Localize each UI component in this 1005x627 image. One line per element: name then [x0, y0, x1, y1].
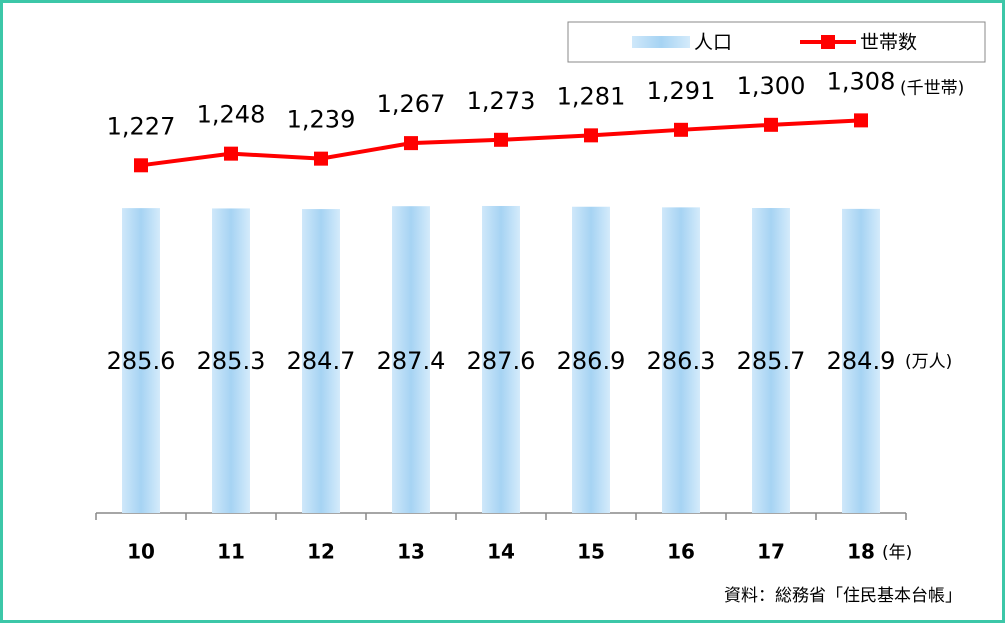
bar-value-label: 286.9 [557, 347, 626, 375]
line-marker [314, 151, 328, 166]
bar [752, 208, 790, 513]
x-unit: (年) [882, 543, 912, 563]
bar-value-label: 287.6 [467, 347, 536, 375]
line-marker [674, 122, 688, 137]
line-value-label: 1,239 [287, 106, 356, 134]
line-value-label: 1,308 [827, 67, 896, 95]
line-unit: (千世帯) [900, 78, 964, 98]
bar-value-label: 284.9 [827, 347, 896, 375]
bar [842, 208, 880, 513]
bar-value-label: 284.7 [287, 347, 356, 375]
line-marker [224, 146, 238, 161]
line-value-label: 1,291 [647, 77, 716, 105]
x-tick-label: 10 [127, 540, 155, 564]
legend-box [567, 21, 986, 63]
line-value-label: 1,267 [377, 90, 446, 118]
bar [482, 205, 520, 513]
line-marker [404, 136, 418, 151]
line-marker [764, 117, 778, 132]
bar [392, 206, 430, 513]
bar [572, 206, 610, 513]
x-tick-label: 12 [307, 540, 335, 564]
line-value-label: 1,248 [197, 101, 266, 129]
x-tick-label: 17 [757, 540, 785, 564]
bar-unit: (万人) [905, 352, 952, 372]
line-marker [494, 132, 508, 147]
line-marker [854, 113, 868, 128]
line-marker [584, 128, 598, 143]
bar-value-label: 286.3 [647, 347, 716, 375]
x-tick-label: 14 [487, 540, 515, 564]
bar-value-label: 287.4 [377, 347, 446, 375]
legend-label: 世帯数 [860, 32, 917, 54]
bar-value-label: 285.6 [107, 347, 176, 375]
x-tick-label: 15 [577, 540, 605, 564]
bar [212, 208, 250, 513]
legend-marker [821, 35, 835, 49]
source: 資料：総務省「住民基本台帳」 [724, 586, 962, 606]
bar-value-label: 285.3 [197, 347, 266, 375]
x-tick-label: 11 [217, 540, 245, 564]
x-tick-label: 16 [667, 540, 695, 564]
x-tick-label: 13 [397, 540, 425, 564]
line-marker [134, 158, 148, 173]
line-value-label: 1,300 [737, 72, 806, 100]
bar [662, 207, 700, 513]
line-value-label: 1,273 [467, 87, 536, 115]
bar [122, 208, 160, 513]
bar-value-label: 285.7 [737, 347, 806, 375]
legend-swatch [632, 36, 690, 48]
line-value-label: 1,227 [107, 112, 176, 140]
x-tick-label: 18 [847, 540, 875, 564]
line-value-label: 1,281 [557, 82, 626, 110]
bar [302, 209, 340, 513]
legend-label: 人口 [694, 32, 732, 54]
